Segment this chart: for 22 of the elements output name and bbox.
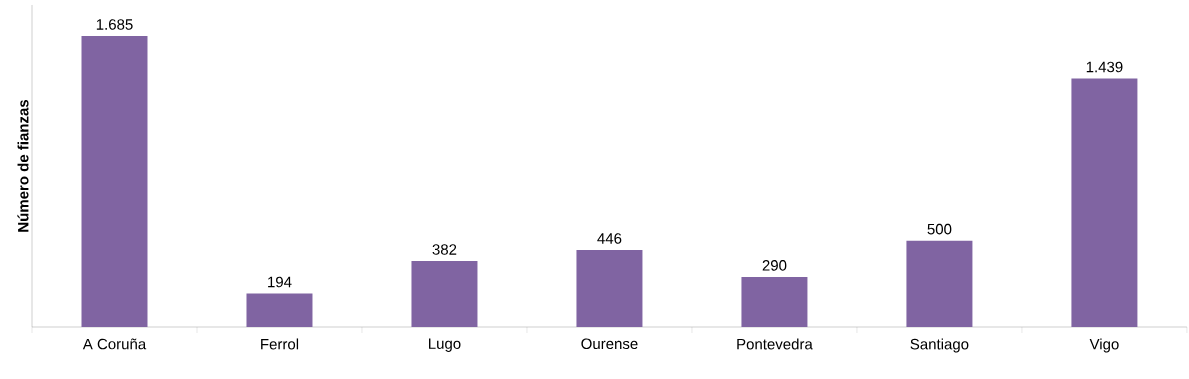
y-axis-title: Número de fianzas [17,99,29,232]
bar [906,240,973,327]
data-label: 194 [268,276,292,288]
x-tick-label: Santiago [910,338,969,353]
x-tick-label: Lugo [429,338,461,352]
data-label: 382 [432,244,457,255]
bar [411,261,478,327]
data-label: 290 [762,260,787,271]
x-tick-label: A Coruña [82,338,147,350]
bar [81,36,148,327]
x-tick-label: Vigo [1089,338,1119,353]
data-label: 1.685 [96,19,133,30]
x-tick-label: Pontevedra [737,338,813,350]
x-tick-label: Ourense [581,338,638,350]
bar [741,276,808,327]
bar [246,293,313,327]
bar [1071,78,1138,327]
data-label: 1.439 [1086,61,1123,73]
bar [576,249,643,327]
x-tick-label: Ferrol [261,338,299,350]
data-label: 446 [597,233,622,244]
data-label: 500 [927,223,952,235]
